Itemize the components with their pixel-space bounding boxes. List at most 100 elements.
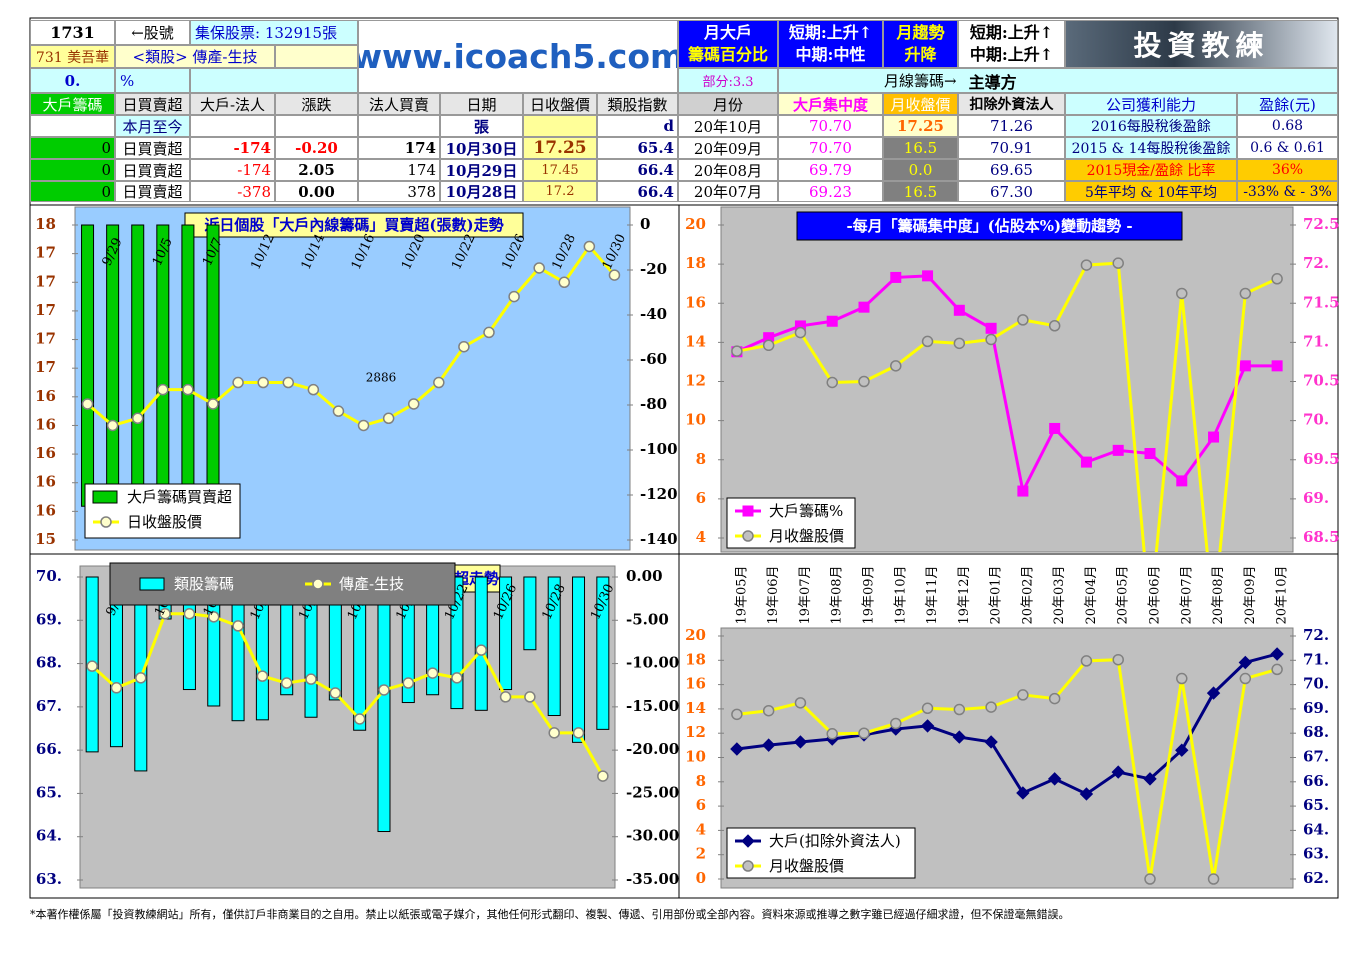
marker bbox=[826, 376, 838, 389]
marker bbox=[1206, 686, 1221, 700]
marker bbox=[890, 717, 902, 730]
marker bbox=[558, 276, 571, 289]
x-tick-label: 19年10月 bbox=[893, 565, 908, 624]
marker bbox=[329, 687, 342, 699]
title-box bbox=[184, 212, 524, 238]
series-layer bbox=[730, 647, 1284, 885]
y2-tick-label: 70. bbox=[1303, 411, 1329, 429]
y-tick-label: 64. bbox=[36, 827, 62, 845]
bar bbox=[81, 224, 95, 507]
bar bbox=[547, 576, 561, 717]
marker bbox=[858, 375, 870, 388]
marker bbox=[232, 376, 244, 389]
y2-tick-label: -40 bbox=[640, 305, 667, 323]
y2-tick-label: -30.00 bbox=[626, 827, 679, 845]
y-tick-label: 6 bbox=[696, 796, 706, 814]
table-header: 日買賣超 bbox=[115, 93, 190, 115]
marker bbox=[793, 735, 808, 749]
y-tick-label: 16 bbox=[35, 473, 56, 491]
marker bbox=[1080, 655, 1093, 667]
table-cell: 71.26 bbox=[958, 115, 1065, 137]
y2-tick-label: 70. bbox=[1303, 675, 1329, 693]
marker bbox=[1207, 873, 1220, 885]
table-cell: 10月30日 bbox=[440, 137, 523, 159]
table-cell: 2.05 bbox=[275, 159, 358, 181]
table-cell: 本月至今 bbox=[115, 115, 190, 137]
bar bbox=[474, 576, 488, 711]
table-cell: 0 bbox=[30, 181, 115, 202]
marker bbox=[207, 398, 219, 410]
table-header: 月份 bbox=[678, 93, 778, 115]
table-cell: 17.45 bbox=[523, 159, 597, 181]
marker bbox=[597, 770, 609, 782]
trend-long: 短期:上升↑ 中期:上升↑ bbox=[958, 20, 1065, 68]
y-tick-label: 10 bbox=[685, 411, 706, 429]
x-tick-label: 20年06月 bbox=[1148, 565, 1163, 624]
marker bbox=[1175, 743, 1189, 757]
y2-tick-label: -20.00 bbox=[626, 740, 679, 758]
marker bbox=[131, 412, 144, 425]
table-cell: d bbox=[597, 115, 678, 137]
marker bbox=[952, 730, 967, 744]
x-tick-label: 20年03月 bbox=[1052, 565, 1067, 624]
marker bbox=[1112, 653, 1124, 666]
marker bbox=[1239, 672, 1252, 685]
table-header: 漲跌 bbox=[275, 93, 358, 115]
table-cell: 16.5 bbox=[883, 137, 958, 159]
marker bbox=[953, 304, 965, 316]
chart-title: 近日個股「大戶內線籌碼」買賣超(張數)走勢 bbox=[204, 216, 503, 234]
y-tick-label: 2 bbox=[696, 845, 706, 863]
marker bbox=[984, 735, 998, 749]
marker bbox=[742, 505, 754, 517]
y2-tick-label: -10.00 bbox=[626, 654, 679, 672]
y-tick-label: 0 bbox=[696, 869, 706, 887]
table-cell: -33% & - 3% bbox=[1237, 181, 1338, 202]
table-cell: 66.4 bbox=[597, 181, 678, 202]
y2-tick-label: 68. bbox=[1303, 723, 1329, 741]
marker bbox=[1144, 447, 1156, 459]
marker bbox=[280, 677, 293, 689]
site-logo: www.icoach5.com bbox=[358, 20, 678, 93]
x-tick-label: 20年08月 bbox=[1211, 565, 1226, 624]
y2-tick-label: -20 bbox=[640, 260, 667, 278]
table-cell: -174 bbox=[190, 159, 275, 181]
legend-label: 大戶籌碼% bbox=[769, 502, 843, 520]
stock-no-label: ←股號 bbox=[115, 20, 190, 45]
marker bbox=[572, 727, 585, 739]
marker bbox=[100, 516, 112, 528]
marker bbox=[826, 315, 838, 327]
marker bbox=[731, 708, 743, 721]
marker bbox=[451, 672, 463, 684]
table-cell: 174 bbox=[358, 137, 440, 159]
marker bbox=[794, 697, 807, 709]
marker bbox=[402, 677, 415, 689]
ratio-unit: % bbox=[115, 68, 190, 93]
marker bbox=[1239, 360, 1251, 372]
text: 月線籌碼→ bbox=[884, 72, 957, 90]
marker bbox=[742, 530, 754, 542]
x-tick-label: 20年07月 bbox=[1179, 565, 1194, 624]
marker bbox=[1271, 360, 1283, 372]
marker bbox=[1048, 319, 1061, 332]
y2-tick-label: 70.5 bbox=[1303, 372, 1340, 390]
y-tick-label: 68. bbox=[36, 654, 62, 672]
legend-label: 月收盤股價 bbox=[769, 857, 844, 875]
marker bbox=[826, 728, 838, 740]
marker bbox=[731, 345, 743, 357]
y-tick-label: 4 bbox=[696, 528, 706, 546]
y-tick-label: 69. bbox=[36, 610, 62, 628]
ratio: 0. bbox=[30, 68, 115, 93]
stock-name: 731 美吾華 bbox=[30, 45, 115, 68]
table-cell: 16.5 bbox=[883, 181, 958, 202]
text: 籌碼百分比 bbox=[687, 45, 768, 64]
table-cell: 2015現金/盈餘 比率 bbox=[1065, 159, 1237, 181]
table-cell: -174 bbox=[190, 137, 275, 159]
table-cell: 10月28日 bbox=[440, 181, 523, 202]
y2-tick-label: 71.5 bbox=[1303, 293, 1340, 311]
x-tick-label: 20年05月 bbox=[1116, 565, 1131, 624]
y2-tick-label: -60 bbox=[640, 350, 667, 368]
table-cell: 67.30 bbox=[958, 181, 1065, 202]
y-tick-label: 18 bbox=[685, 254, 706, 272]
table-cell: 378 bbox=[358, 181, 440, 202]
line bbox=[86, 244, 616, 428]
